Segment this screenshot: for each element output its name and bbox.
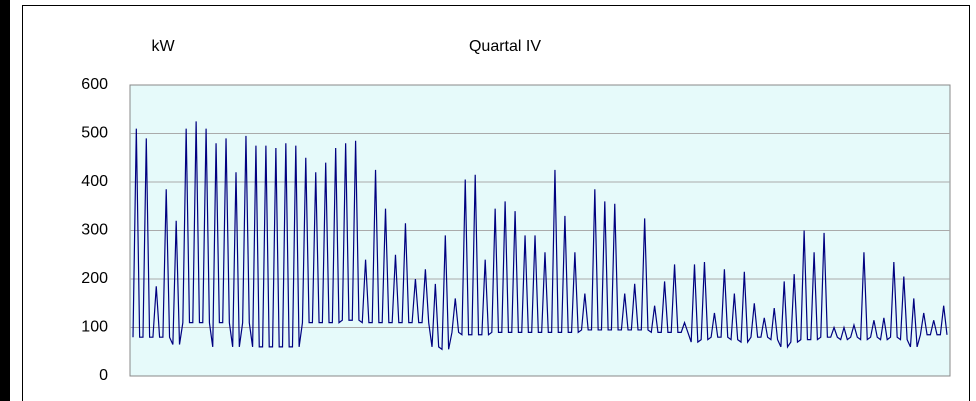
y-tick-label: 500 bbox=[81, 125, 108, 142]
y-tick-label: 400 bbox=[81, 173, 108, 190]
y-tick-label: 100 bbox=[81, 319, 108, 336]
y-tick-label: 0 bbox=[99, 367, 108, 384]
y-tick-label: 200 bbox=[81, 270, 108, 287]
chart-title: Quartal IV bbox=[469, 38, 541, 55]
y-axis-label: kW bbox=[151, 38, 175, 55]
data-line bbox=[132, 121, 948, 351]
y-tick-label: 600 bbox=[81, 76, 108, 93]
side-bar bbox=[0, 0, 10, 401]
y-tick-label: 300 bbox=[81, 222, 108, 239]
